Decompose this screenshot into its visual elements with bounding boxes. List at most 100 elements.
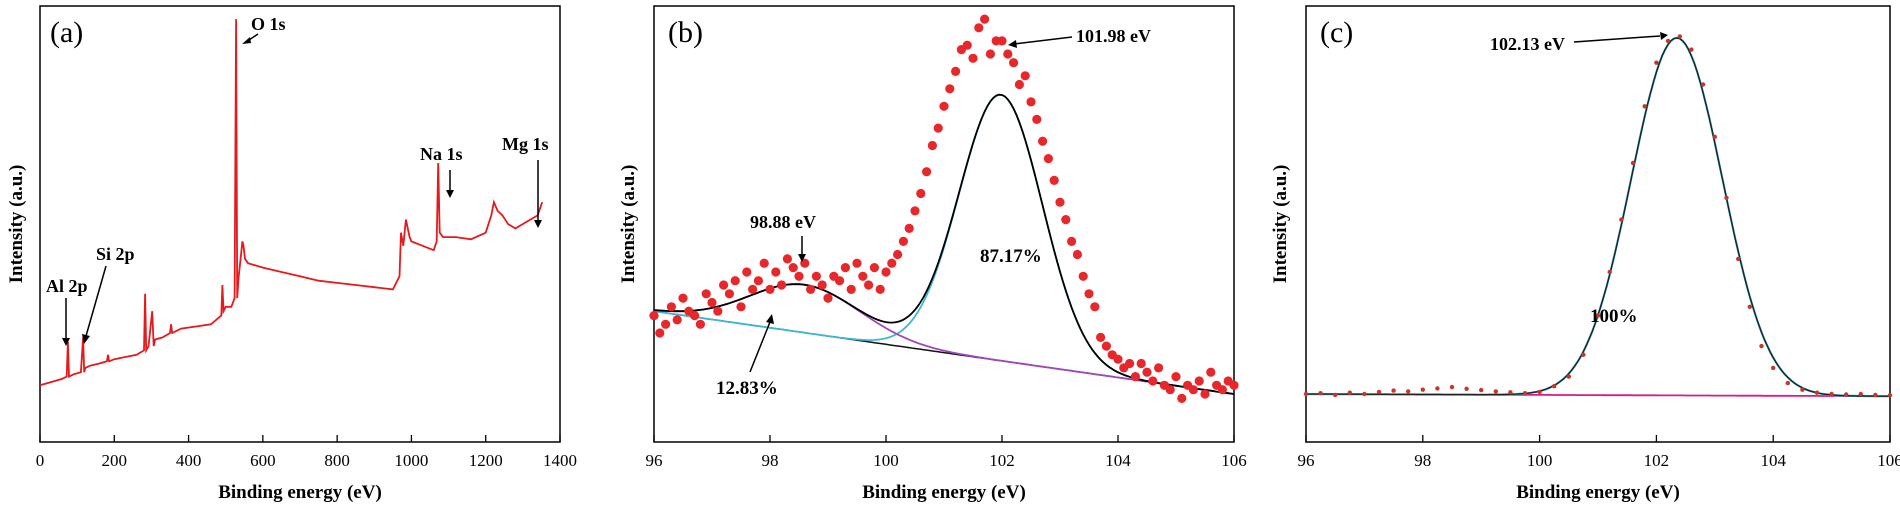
panel-c-label: (c) [1320, 16, 1353, 49]
panel-b-data-point [1154, 363, 1164, 373]
annot-si2p-arrow [85, 265, 107, 337]
panel-b-data-point [962, 40, 972, 50]
panel-b-data-point [1142, 367, 1152, 377]
panel-b-data-point [649, 311, 659, 321]
panel-b-data-point [730, 276, 740, 286]
panel-b-xtick-label-3: 102 [989, 451, 1015, 470]
panel-c-data-point [1508, 390, 1513, 395]
panel-a-ylabel: Intensity (a.u.) [6, 165, 27, 284]
annot-si2p-arrowhead [82, 334, 90, 344]
panel-b-data-point [1217, 385, 1227, 395]
panel-b-data-points [649, 14, 1239, 403]
panel-a-xtick-label-2: 400 [176, 451, 202, 470]
panel-b-data-point [1130, 372, 1140, 382]
annot-al2p-arrowhead [62, 338, 70, 346]
panel-a-xtick-label-5: 1000 [394, 451, 428, 470]
panel-c-data-point [1829, 391, 1834, 397]
panel-c-xtick-label-4: 104 [1760, 451, 1786, 470]
panel-b-data-point [904, 223, 914, 233]
annot-98-88-label: 98.88 eV [750, 212, 816, 232]
panel-b-data-point [1229, 380, 1239, 390]
panel-b-data-point [1026, 97, 1036, 107]
panel-b-label: (b) [668, 16, 703, 49]
panel-b-data-point [753, 276, 764, 286]
panel-c-data-point [1406, 389, 1411, 394]
panel-a-survey-line [39, 19, 544, 387]
panel-b-xtick-label-5: 106 [1221, 451, 1247, 470]
panel-c-data-point [1759, 343, 1764, 349]
panel-b-data-point [951, 66, 961, 76]
panel-c-data-point [1844, 392, 1849, 397]
panel-b-data-point [782, 254, 793, 264]
panel-b-data-point [1188, 385, 1198, 395]
annot-102-13-arrow [1573, 35, 1661, 43]
annot-o1s-arrowhead [242, 37, 251, 44]
panel-b-data-point [939, 101, 949, 111]
panel-a-xtick-label-7: 1400 [543, 451, 577, 470]
panel-b-data-point [1061, 215, 1071, 225]
panel-b-data-point [1165, 385, 1175, 395]
panel-b-data-point [1055, 197, 1065, 207]
panel-b: 96 98 100 102 104 106 (b) Binding energy (eV)… [618, 5, 1247, 503]
panel-c-data-point [1607, 269, 1612, 275]
panel-c-data-point [1619, 217, 1624, 222]
panel-b-data-point [881, 267, 891, 277]
panel-b-data-point [1171, 372, 1181, 382]
annot-101-98-label: 101.98 eV [1076, 26, 1151, 46]
panel-a-frame [39, 5, 561, 443]
annot-98-88-arrowhead [798, 254, 806, 262]
panel-b-data-point [852, 258, 862, 268]
panel-c-data-point [1700, 82, 1706, 87]
panel-b-envelope-line [653, 93, 1235, 395]
panel-b-data-point [1014, 79, 1024, 90]
panel-a-xtick-label-4: 800 [324, 451, 350, 470]
panel-c-data-point [1464, 386, 1469, 391]
panel-a-xtick-label-6: 1200 [469, 451, 503, 470]
panel-c-data-point [1318, 391, 1323, 396]
panel-b-data-point [887, 258, 897, 268]
panel-b-xtick-label-0: 96 [646, 451, 663, 470]
panel-c-data-point [1887, 393, 1893, 398]
panel-c-data-point [1420, 387, 1426, 392]
annot-mg1s-arrowhead [534, 220, 542, 228]
panel-c-x-ticks: 96 98 100 102 104 106 [1298, 435, 1900, 470]
annot-12-83-arrow [749, 321, 771, 373]
panel-b-data-point [666, 302, 677, 312]
panel-b-data-point [1020, 71, 1030, 81]
panel-b-data-point [840, 263, 851, 273]
panel-b-xtick-label-4: 104 [1105, 451, 1131, 470]
panel-b-data-point [945, 84, 955, 94]
panel-b-data-point [1096, 332, 1106, 342]
panel-c-data-point [1654, 60, 1659, 65]
panel-a-xlabel: Binding energy (eV) [218, 482, 382, 503]
panel-b-data-point [655, 328, 665, 338]
panel-b-x-ticks: 96 98 100 102 104 106 [646, 435, 1247, 470]
annot-al2p-label: Al 2p [46, 276, 88, 296]
panel-b-data-point [1072, 249, 1082, 260]
panel-b-data-point [858, 271, 868, 281]
panel-b-data-point [678, 293, 688, 303]
panel-b-data-point [1009, 58, 1019, 68]
panel-b-xtick-label-1: 98 [762, 451, 779, 470]
panel-b-data-point [823, 293, 833, 303]
panel-b-data-point [672, 315, 682, 325]
panel-b-data-point [1078, 271, 1088, 281]
annot-87-17-percent: 87.17% [980, 246, 1042, 267]
panel-b-data-point [759, 258, 769, 268]
panel-b-data-point [997, 36, 1007, 46]
panel-c: 96 98 100 102 104 106 (c) Binding energy (eV)… [1270, 5, 1900, 503]
panel-b-data-point [771, 267, 781, 277]
panel-c-data-point [1581, 352, 1586, 357]
panel-c-data-point [1566, 374, 1572, 379]
panel-b-data-point [695, 319, 706, 329]
panel-a-x-ticks: 0 200 400 600 800 1000 1200 1400 [36, 435, 577, 470]
panel-c-data-point [1479, 387, 1484, 393]
panel-a-xtick-label-3: 600 [250, 451, 276, 470]
panel-b-data-point [916, 188, 926, 199]
annot-na1s-label: Na 1s [420, 144, 463, 164]
panel-c-data-point [1665, 38, 1671, 44]
panel-b-data-point [788, 263, 798, 273]
panel-b-xtick-label-2: 100 [873, 451, 899, 470]
panel-c-data-point [1689, 47, 1694, 52]
panel-a: 0 200 400 600 800 1000 1200 1400 (a) Binding en… [6, 5, 577, 503]
